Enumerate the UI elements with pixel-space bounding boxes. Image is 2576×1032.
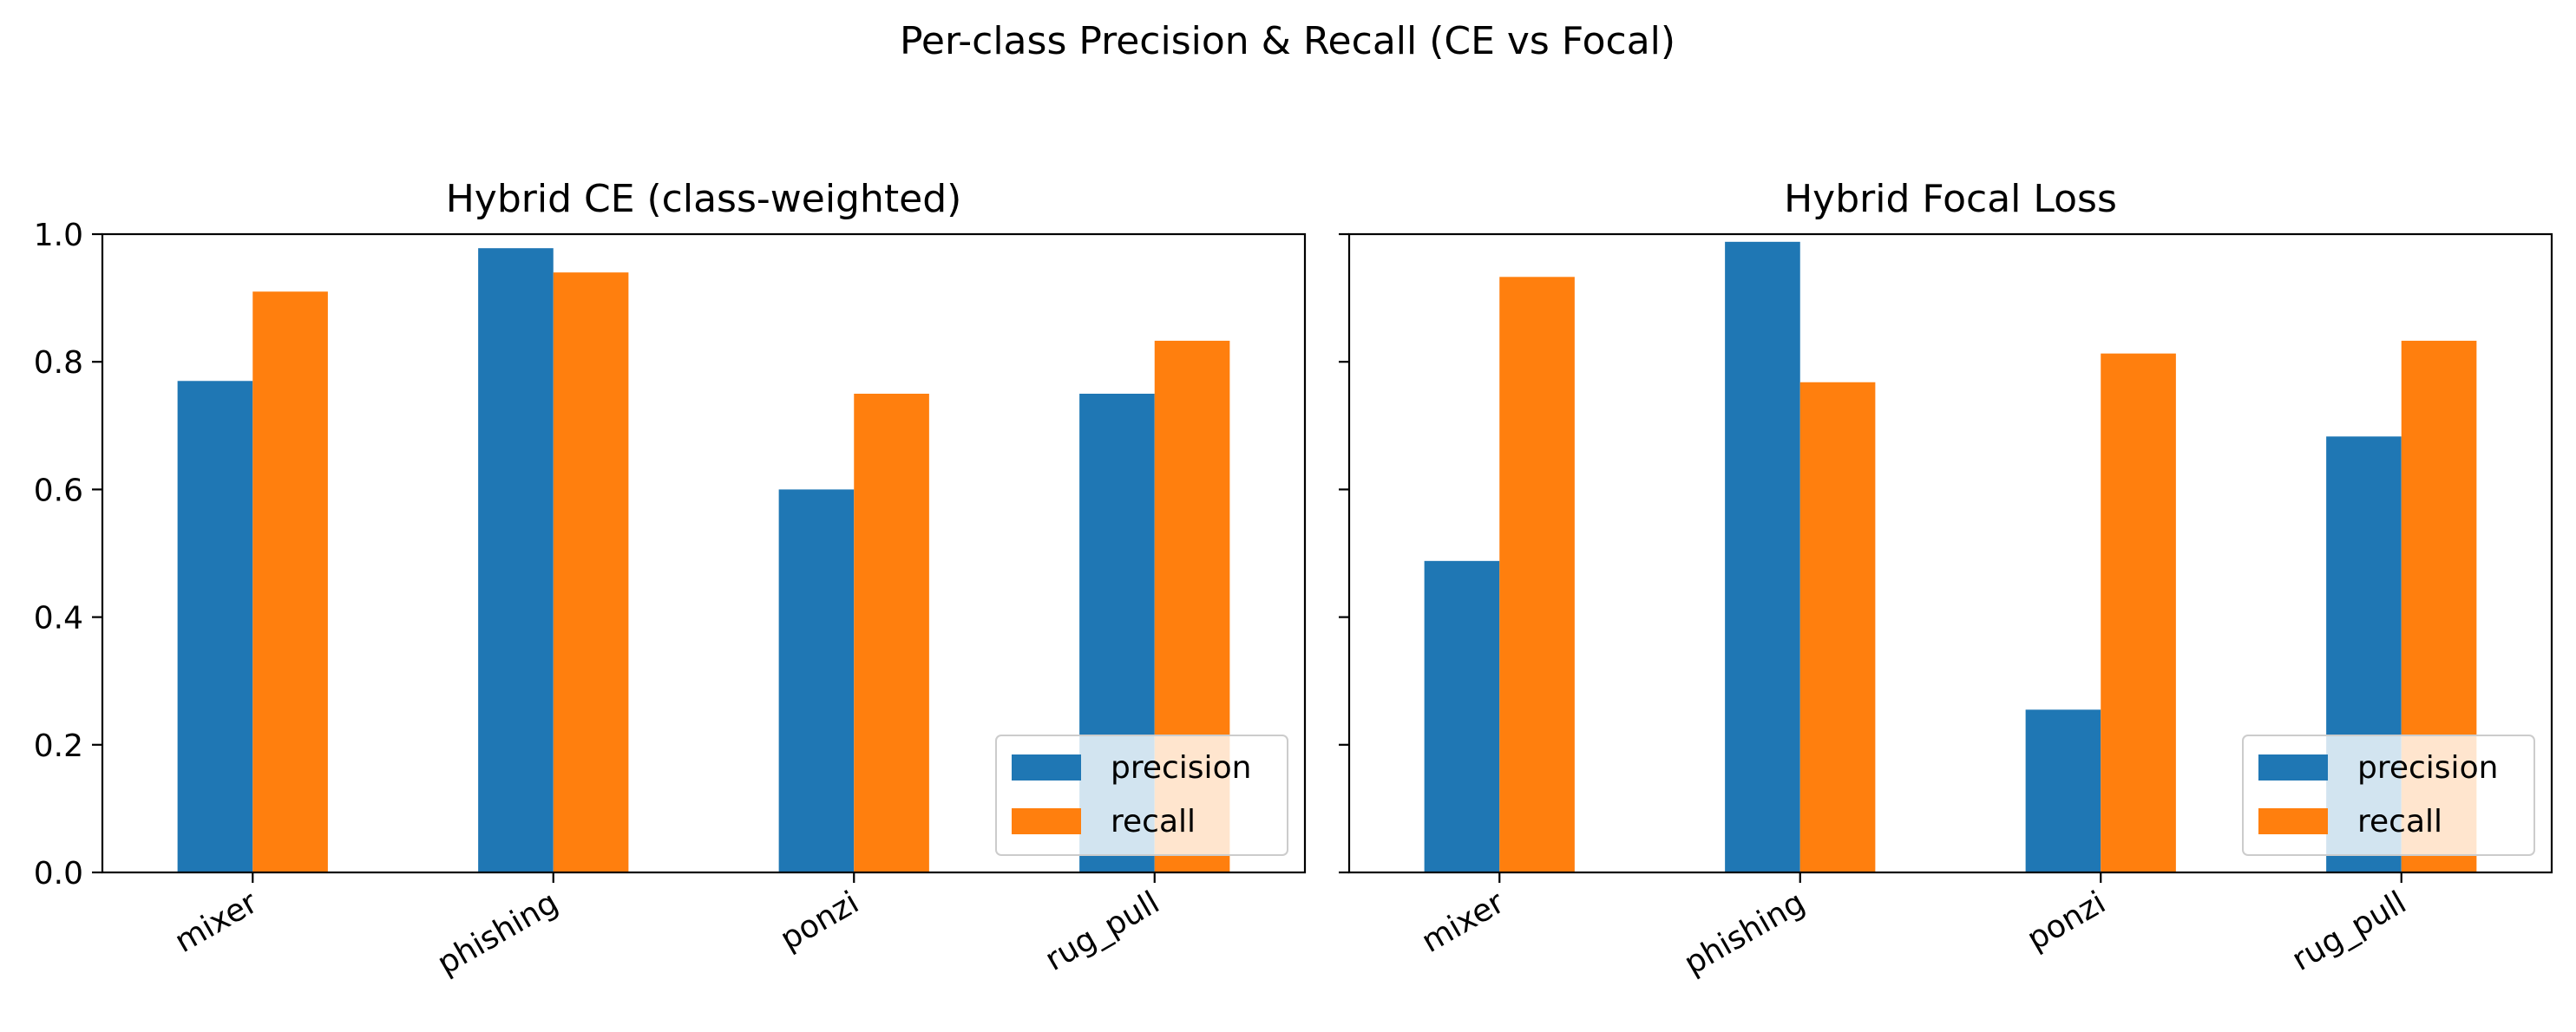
legend-label-precision: precision	[2357, 750, 2498, 786]
bar-recall-mixer	[252, 291, 328, 872]
x-tick-label: ponzi	[2022, 885, 2112, 957]
legend: precision recall	[995, 735, 1288, 856]
x-tick-label: rug_pull	[2286, 885, 2412, 978]
legend-label-recall: recall	[1111, 804, 1196, 839]
legend-swatch-recall	[2258, 808, 2328, 834]
legend-swatch-precision	[2258, 754, 2328, 781]
bar-precision-phishing	[478, 248, 554, 872]
x-tick-label: phishing	[1678, 885, 1811, 982]
subplot-title: Hybrid Focal Loss	[1784, 177, 2117, 221]
bar-precision-mixer	[1424, 560, 1500, 872]
y-tick-label: 0.0	[34, 856, 83, 892]
bar-recall-ponzi	[2101, 353, 2176, 873]
bar-precision-ponzi	[778, 489, 855, 872]
figure-title: Per-class Precision & Recall (CE vs Foca…	[900, 19, 1675, 63]
y-tick-label: 1.0	[34, 218, 83, 253]
legend-label-recall: recall	[2357, 804, 2442, 839]
y-tick-label: 0.8	[34, 345, 83, 381]
bar-precision-mixer	[177, 381, 253, 872]
x-tick-label: phishing	[431, 885, 564, 982]
subplot-1: 0.0 0.2 0.4 0.6 0.8 1.0 mixer phishing ponzi rug_…	[34, 177, 1307, 982]
bar-precision-phishing	[1725, 241, 1800, 872]
legend-swatch-precision	[1012, 754, 1081, 781]
bar-precision-ponzi	[2025, 709, 2101, 872]
x-tick-label: rug_pull	[1039, 885, 1165, 978]
bar-recall-phishing	[553, 272, 629, 872]
y-tick-label: 0.2	[34, 728, 83, 764]
legend-label-precision: precision	[1111, 750, 1251, 786]
legend-swatch-recall	[1012, 808, 1081, 834]
legend: precision recall	[2242, 735, 2535, 856]
bar-recall-mixer	[1499, 277, 1575, 872]
subplot-2: mixer phishing ponzi rug_pull Hybrid Focal L…	[1339, 177, 2553, 982]
bar-recall-phishing	[1799, 382, 1876, 872]
bar-recall-ponzi	[854, 394, 929, 872]
x-tick-label: mixer	[1416, 885, 1511, 960]
axes-frame	[1347, 232, 2553, 874]
x-tick-label: mixer	[169, 885, 264, 960]
axes-frame	[101, 232, 1307, 874]
y-tick-label: 0.4	[34, 601, 83, 637]
subplot-title: Hybrid CE (class-weighted)	[446, 177, 962, 221]
y-tick-label: 0.6	[34, 473, 83, 508]
x-tick-label: ponzi	[775, 885, 865, 957]
